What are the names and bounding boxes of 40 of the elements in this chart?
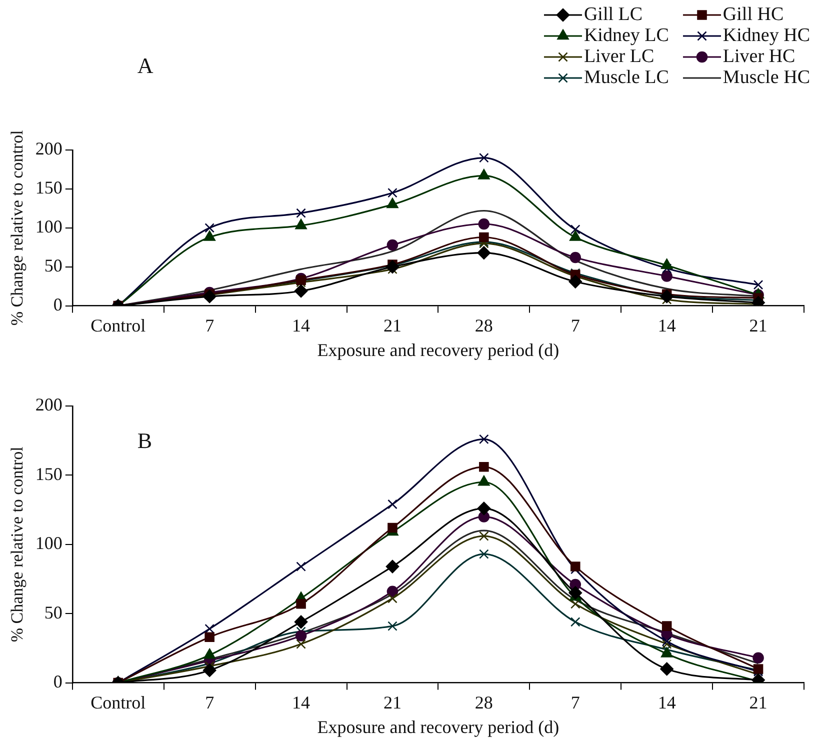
y-axis-title: % Change relative to control [8, 130, 27, 326]
legend-label: Muscle LC [584, 67, 669, 88]
legend-label: Muscle HC [722, 67, 810, 88]
legend-label: Kidney LC [584, 25, 669, 46]
x-tick-label: 21 [749, 692, 768, 712]
x-axis-title: Exposure and recovery period (d) [317, 340, 560, 360]
x-tick-label: 14 [658, 692, 676, 712]
legend-label: Liver HC [722, 46, 796, 67]
y-tick-label: 150 [35, 464, 62, 484]
y-tick-label: 200 [35, 394, 62, 415]
x-tick-label: 21 [383, 315, 402, 336]
y-tick-label: 100 [35, 216, 62, 237]
y-tick-label: 50 [44, 256, 62, 276]
x-tick-label: 14 [292, 692, 310, 712]
x-tick-label: Control [90, 692, 146, 712]
x-axis-title: Exposure and recovery period (d) [317, 716, 560, 737]
y-axis-title: % Change relative to control [8, 446, 27, 642]
x-tick-label: 28 [474, 692, 493, 712]
x-tick-label: 21 [749, 315, 768, 336]
x-tick-label: 7 [205, 315, 214, 336]
y-tick-label: 100 [35, 533, 62, 554]
x-tick-label: 21 [383, 692, 402, 712]
legend-label: Liver LC [584, 46, 654, 67]
x-tick-label: 7 [205, 692, 214, 712]
x-tick-label: 14 [292, 315, 310, 336]
y-tick-label: 0 [53, 294, 62, 315]
legend-label: Gill HC [722, 4, 784, 25]
x-tick-label: 14 [658, 315, 676, 336]
y-tick-label: 0 [53, 672, 62, 692]
legend-label: Gill LC [584, 4, 643, 25]
x-tick-label: Control [90, 315, 146, 336]
x-tick-label: 28 [474, 315, 493, 336]
y-tick-label: 200 [35, 138, 62, 159]
y-tick-label: 150 [35, 178, 62, 198]
legend-label: Kidney HC [722, 25, 810, 46]
y-tick-label: 50 [44, 602, 62, 622]
chart-title: A [137, 52, 154, 78]
text: B [137, 428, 152, 453]
x-tick-label: 7 [570, 315, 580, 336]
x-tick-label: 7 [570, 692, 580, 712]
